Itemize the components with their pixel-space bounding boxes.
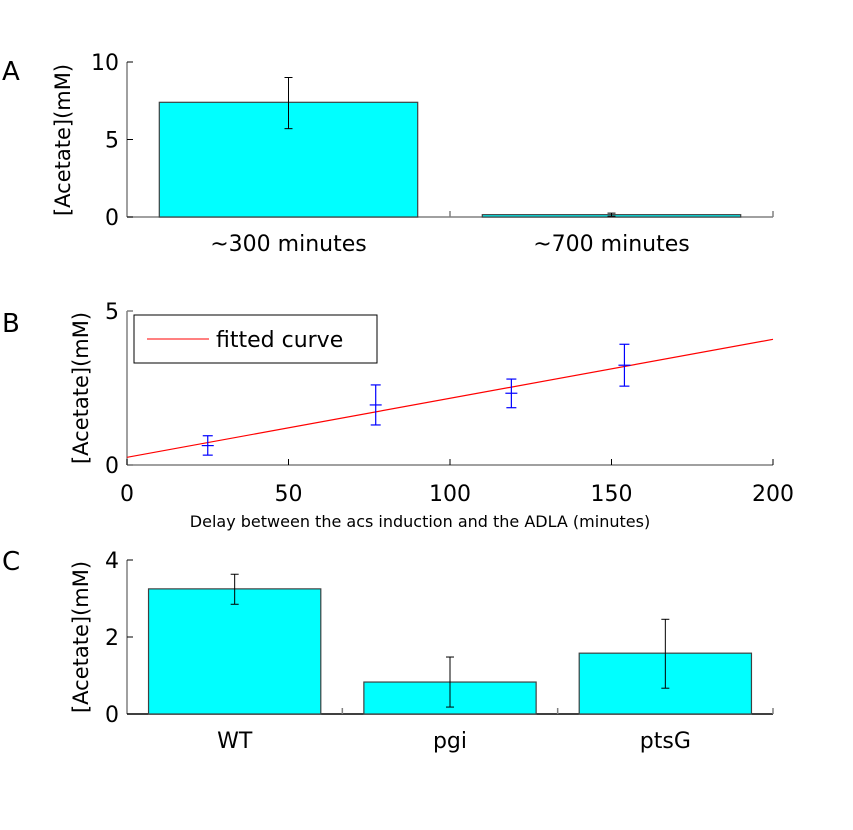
panel-c-ylabel: [Acetate](mM) [69, 561, 93, 713]
legend: fitted curve [133, 314, 378, 364]
category-label: ~700 minutes [533, 232, 689, 257]
panel-b: B [Acetate](mM) Delay between the acs in… [2, 300, 794, 531]
y-tick-label: 5 [105, 300, 119, 325]
panel-letter-a: A [2, 57, 20, 87]
panel-b-ylabel: [Acetate](mM) [69, 312, 93, 464]
y-tick-label: 10 [91, 51, 119, 76]
x-tick-label: 200 [752, 482, 794, 507]
y-tick-label: 0 [105, 454, 119, 479]
category-label: pgi [433, 729, 467, 754]
category-label: ~300 minutes [210, 232, 366, 257]
panel-c: C [Acetate](mM) 0 2 4 WT pgi ptsG [2, 547, 774, 754]
y-tick-label: 2 [105, 626, 119, 651]
panel-c-marks: 0 2 4 WT pgi ptsG [105, 549, 774, 754]
panel-letter-b: B [2, 309, 20, 339]
category-label: WT [217, 729, 253, 754]
legend-label-fitted-curve: fitted curve [216, 328, 343, 353]
panel-a: A [Acetate](mM) 0 5 10 ~300 minutes ~700 min… [2, 51, 774, 257]
y-tick-label: 0 [105, 703, 119, 728]
fitted-curve-line [126, 338, 774, 458]
x-tick-label: 0 [120, 482, 134, 507]
category-label: ptsG [640, 729, 691, 754]
x-tick-label: 50 [275, 482, 303, 507]
panel-a-marks: 0 5 10 ~300 minutes ~700 minutes [91, 51, 774, 257]
x-tick-label: 150 [591, 482, 633, 507]
y-tick-label: 5 [105, 129, 119, 154]
panel-b-marks: 050 50 100 150 200 [105, 300, 794, 507]
panel-a-ylabel: [Acetate](mM) [51, 64, 75, 216]
panel-b-xlabel: Delay between the acs induction and the … [190, 512, 650, 531]
y-tick-label: 4 [105, 549, 119, 574]
y-tick-label: 0 [105, 206, 119, 231]
bar [147, 588, 322, 715]
x-tick-label: 100 [429, 482, 471, 507]
panel-letter-c: C [2, 547, 20, 577]
